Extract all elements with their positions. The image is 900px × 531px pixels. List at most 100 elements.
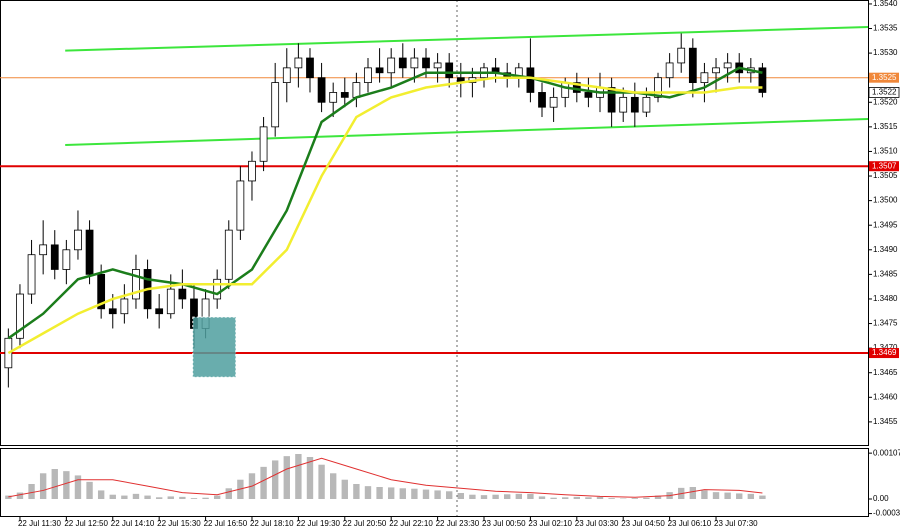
candle-body — [166, 288, 175, 315]
histogram-bar — [155, 497, 163, 499]
histogram-bar — [515, 493, 522, 499]
y-tick-label: 1.3500 — [873, 196, 898, 205]
highlight-box — [192, 316, 237, 378]
signal-line — [8, 457, 763, 498]
candle-body — [688, 47, 697, 84]
histogram-bar — [446, 491, 453, 499]
histogram-bar — [434, 490, 441, 499]
y-tick-label: 1.3480 — [873, 294, 898, 303]
candle-body — [387, 57, 396, 74]
level-label: 1.3469 — [872, 348, 897, 357]
histogram-bar — [585, 497, 592, 499]
candle-body — [584, 92, 593, 98]
y-tick-label: 1.3535 — [873, 24, 898, 33]
price-frame — [0, 0, 869, 446]
candle-body — [27, 254, 36, 295]
histogram-bar — [97, 490, 105, 499]
candle-body — [538, 92, 546, 108]
x-tick-label: 22 Jul 16:50 — [204, 519, 248, 528]
y-tick-label: 1.3505 — [873, 171, 898, 180]
x-tick-label: 23 Jul 03:30 — [575, 519, 619, 528]
y-tick-label: 1.3510 — [873, 147, 898, 156]
histogram-bar — [353, 484, 360, 499]
y-tick-label: 1.3485 — [873, 269, 898, 278]
histogram-bar — [631, 498, 639, 499]
candle-body — [329, 92, 338, 103]
x-tick-label: 23 Jul 07:30 — [714, 519, 758, 528]
histogram-bar — [295, 454, 302, 499]
candle-body — [712, 67, 720, 74]
histogram-bar — [492, 494, 499, 499]
y-tick-label: 1.3540 — [873, 0, 898, 8]
candle-body — [132, 269, 140, 300]
candle-body — [340, 92, 349, 98]
histogram-bar — [109, 494, 116, 499]
histogram-bar — [538, 496, 546, 499]
trend-line — [65, 117, 869, 147]
y-tick-label: 1.3470 — [873, 343, 898, 352]
x-tick-label: 22 Jul 20:50 — [343, 519, 387, 528]
histogram-bar — [457, 493, 464, 499]
histogram-bar — [701, 490, 708, 499]
candle-body — [630, 96, 639, 113]
histogram-bar — [654, 495, 662, 499]
histogram-bar — [364, 486, 372, 499]
histogram-bar — [724, 492, 731, 499]
x-tick-label: 22 Jul 14:10 — [111, 519, 155, 528]
histogram-bar — [562, 497, 569, 499]
y-tick-label: 1.3465 — [873, 368, 898, 377]
candle-body — [62, 249, 71, 270]
histogram-bar — [712, 492, 720, 499]
histogram-bar — [736, 493, 743, 499]
candle-body — [271, 82, 280, 128]
candle-body — [549, 96, 558, 108]
histogram-bar — [376, 487, 383, 499]
histogram-bar — [16, 492, 24, 499]
x-tick-label: 22 Jul 19:30 — [296, 519, 340, 528]
trend-line — [65, 26, 869, 52]
candle-body — [398, 57, 407, 69]
histogram-bar — [132, 493, 140, 499]
y-tick-label: 1.3530 — [873, 48, 898, 57]
candle-body — [155, 308, 164, 315]
y-tick-label: 1.3455 — [873, 417, 898, 426]
histogram-bar — [550, 497, 557, 499]
level-label-box — [869, 348, 899, 359]
histogram-bar — [28, 484, 35, 499]
candle-body — [526, 67, 535, 93]
histogram-bar — [759, 495, 766, 499]
candle-body — [39, 244, 48, 256]
histogram-bar — [74, 475, 82, 499]
histogram-bar — [573, 496, 581, 499]
candle-body — [758, 67, 767, 93]
histogram-bar — [86, 481, 93, 499]
histogram-bar — [399, 488, 406, 499]
candle-body — [50, 244, 59, 270]
candle-body — [108, 308, 117, 315]
histogram-bar — [5, 495, 12, 499]
x-tick-label: 22 Jul 15:30 — [157, 519, 201, 528]
y-tick-label: -0.00034 — [873, 509, 900, 518]
histogram-bar — [283, 456, 290, 499]
histogram-bar — [213, 495, 221, 499]
histogram-bar — [63, 471, 70, 499]
histogram-bar — [747, 493, 755, 499]
candle-body — [642, 96, 651, 113]
candle-body — [433, 62, 442, 69]
candle-body — [607, 87, 616, 113]
histogram-bar — [202, 497, 209, 499]
histogram-bar — [271, 460, 279, 499]
histogram-bar — [608, 498, 615, 499]
x-tick-label: 23 Jul 02:10 — [528, 519, 572, 528]
y-tick-label: 1.3520 — [873, 97, 898, 106]
candle-body — [677, 47, 686, 64]
histogram-bar — [179, 496, 186, 499]
histogram-bar — [689, 487, 697, 499]
candle-body — [306, 57, 314, 79]
histogram-bar — [480, 495, 488, 499]
moving-average — [7, 66, 763, 340]
candle-body — [85, 229, 94, 275]
candle-body — [422, 57, 430, 69]
level-label-box — [869, 161, 899, 172]
